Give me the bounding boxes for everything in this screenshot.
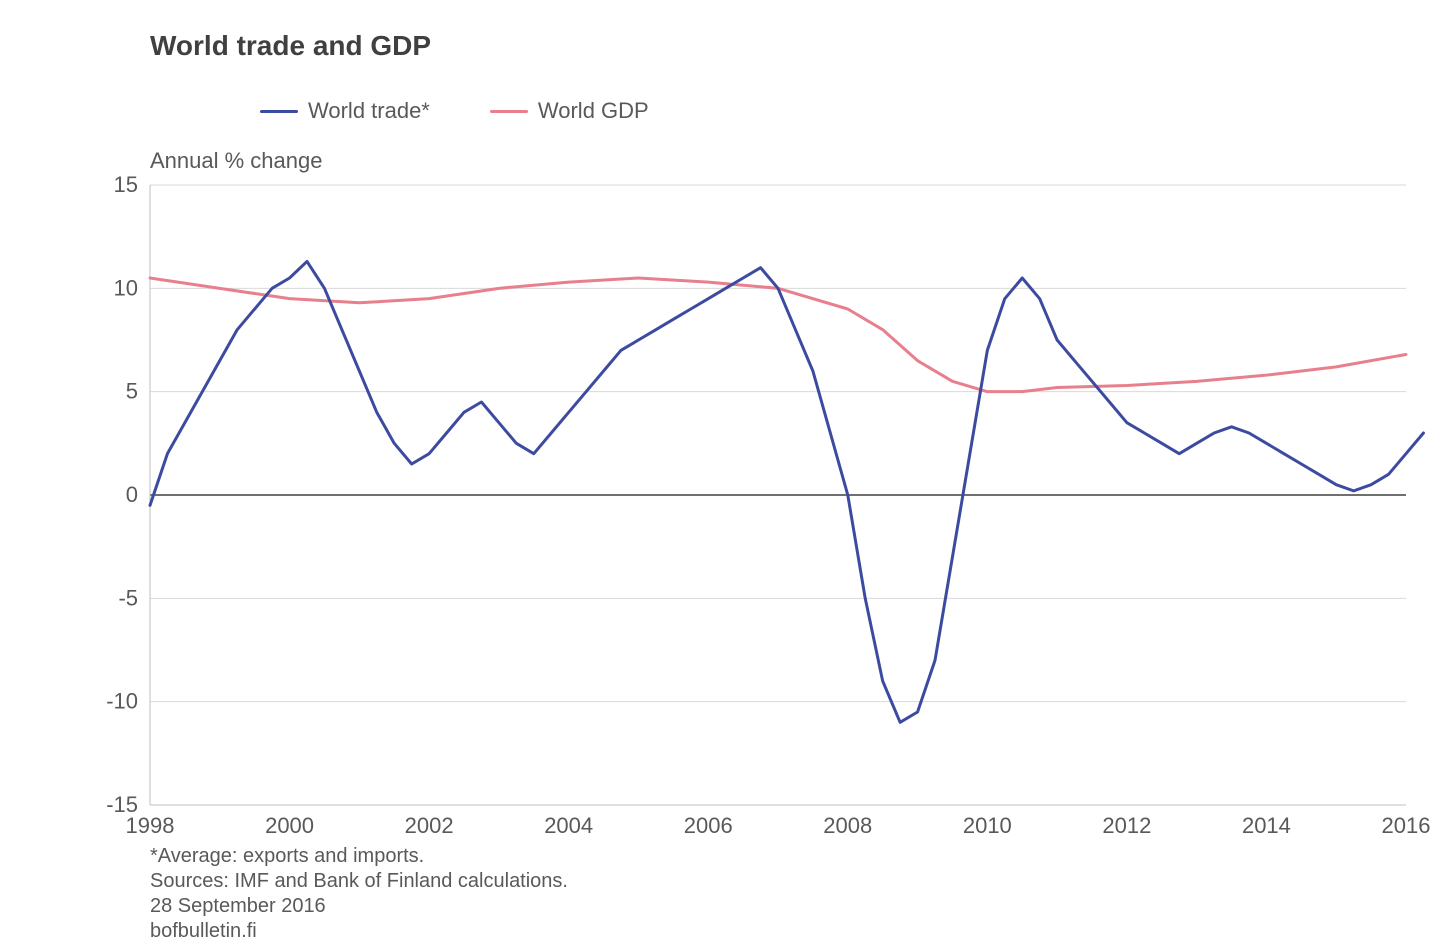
legend-swatch-trade — [260, 110, 298, 113]
legend-label-trade: World trade* — [308, 98, 430, 124]
svg-text:2004: 2004 — [544, 813, 593, 838]
chart-container: World trade and GDP World trade* World G… — [0, 0, 1456, 951]
legend-swatch-gdp — [490, 110, 528, 113]
svg-text:5: 5 — [126, 379, 138, 404]
svg-text:10: 10 — [114, 275, 138, 300]
svg-text:2016: 2016 — [1382, 813, 1431, 838]
legend-item-gdp: World GDP — [490, 98, 649, 124]
svg-text:2008: 2008 — [823, 813, 872, 838]
svg-text:15: 15 — [114, 172, 138, 197]
footnote-site: bofbulletin.fi — [150, 920, 257, 943]
svg-text:0: 0 — [126, 482, 138, 507]
svg-text:2000: 2000 — [265, 813, 314, 838]
svg-text:2014: 2014 — [1242, 813, 1291, 838]
legend: World trade* World GDP — [260, 98, 649, 124]
chart-title: World trade and GDP — [150, 30, 431, 62]
y-axis-label: Annual % change — [150, 148, 322, 174]
svg-text:1998: 1998 — [126, 813, 175, 838]
svg-text:2012: 2012 — [1102, 813, 1151, 838]
footnote-2: Sources: IMF and Bank of Finland calcula… — [150, 870, 568, 893]
svg-text:-10: -10 — [106, 689, 138, 714]
svg-text:2006: 2006 — [684, 813, 733, 838]
legend-item-trade: World trade* — [260, 98, 430, 124]
footnote-date: 28 September 2016 — [150, 895, 326, 918]
chart-svg: -15-10-505101519982000200220042006200820… — [0, 0, 1456, 951]
svg-text:2002: 2002 — [405, 813, 454, 838]
svg-text:2010: 2010 — [963, 813, 1012, 838]
footnote-1: *Average: exports and imports. — [150, 845, 424, 868]
svg-text:-5: -5 — [118, 585, 138, 610]
legend-label-gdp: World GDP — [538, 98, 649, 124]
